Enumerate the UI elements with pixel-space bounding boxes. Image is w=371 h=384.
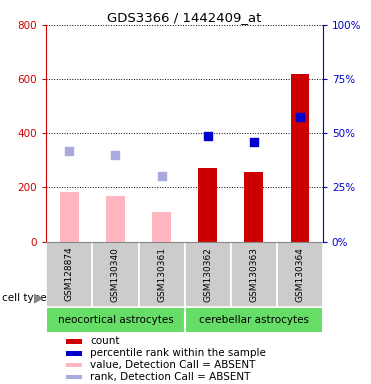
- Text: GSM130362: GSM130362: [203, 247, 212, 301]
- Bar: [244, 172, 263, 242]
- Bar: [152, 212, 171, 242]
- Title: GDS3366 / 1442409_at: GDS3366 / 1442409_at: [107, 11, 262, 24]
- Bar: [106, 196, 125, 242]
- Bar: [277, 242, 323, 306]
- Point: [251, 139, 257, 145]
- Point: [297, 114, 303, 120]
- Text: GSM130340: GSM130340: [111, 247, 120, 301]
- Text: ▶: ▶: [34, 291, 44, 304]
- Bar: [46, 306, 185, 333]
- Text: cell type: cell type: [2, 293, 46, 303]
- Text: GSM128874: GSM128874: [65, 247, 74, 301]
- Text: rank, Detection Call = ABSENT: rank, Detection Call = ABSENT: [90, 372, 250, 382]
- Bar: [66, 363, 82, 367]
- Bar: [60, 192, 79, 242]
- Bar: [231, 242, 277, 306]
- Bar: [185, 306, 323, 333]
- Point: [205, 133, 211, 139]
- Bar: [92, 242, 138, 306]
- Bar: [66, 351, 82, 356]
- Text: percentile rank within the sample: percentile rank within the sample: [90, 348, 266, 358]
- Text: neocortical astrocytes: neocortical astrocytes: [58, 314, 173, 324]
- Bar: [46, 242, 92, 306]
- Point: [158, 173, 164, 179]
- Text: GSM130363: GSM130363: [249, 247, 258, 301]
- Bar: [185, 242, 231, 306]
- Point: [66, 148, 72, 154]
- Text: cerebellar astrocytes: cerebellar astrocytes: [199, 314, 309, 324]
- Point: [112, 152, 118, 158]
- Bar: [198, 169, 217, 242]
- Text: value, Detection Call = ABSENT: value, Detection Call = ABSENT: [90, 360, 256, 370]
- Bar: [290, 74, 309, 242]
- Bar: [138, 242, 185, 306]
- Text: GSM130364: GSM130364: [295, 247, 304, 301]
- Bar: [66, 339, 82, 344]
- Text: count: count: [90, 336, 120, 346]
- Bar: [66, 375, 82, 379]
- Text: GSM130361: GSM130361: [157, 247, 166, 301]
